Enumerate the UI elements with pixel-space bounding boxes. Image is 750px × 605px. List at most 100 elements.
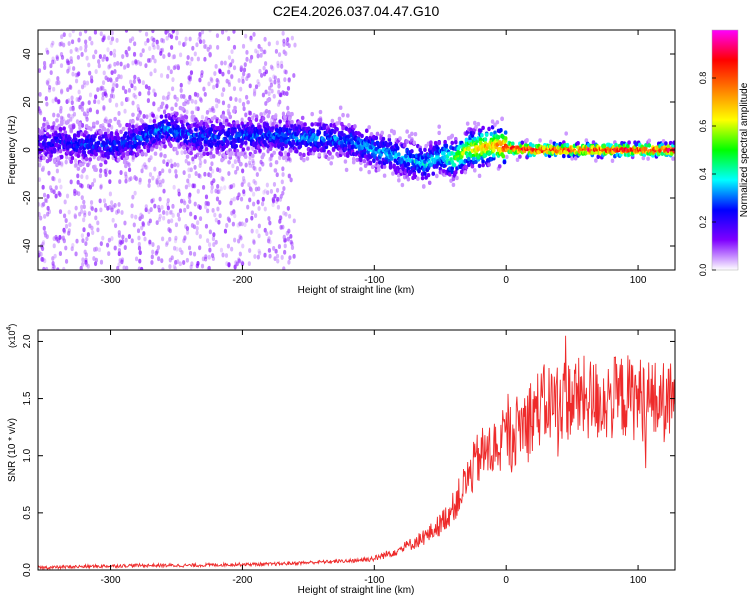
spectrogram-noise-cell [90,182,95,187]
snr-frame [37,329,676,571]
spectrogram-noise-cell [229,200,233,206]
spectrogram-noise-cell [188,250,193,256]
spectrogram-noise-cell [287,78,291,84]
spectrogram-noise-cell [168,228,172,234]
spectrogram-ridge-cell [343,146,348,152]
spectrogram-noise-cell [140,266,144,270]
spectrogram-noise-cell [180,150,184,156]
spectrogram-noise-cell [86,263,90,269]
spectrogram-ridge-cell [454,140,458,145]
spectrogram-noise-cell [220,175,224,181]
spectrogram-ridge-cell [584,138,589,143]
spectrogram-noise-cell [77,89,81,95]
spectrogram-ridge-cell [641,155,646,161]
spectrogram-noise-cell [233,264,237,270]
spectrogram-ridge-cell [140,151,145,156]
spectrogram-noise-cell [112,81,117,86]
spectrogram-ridge-cell [124,163,128,169]
spectrogram-noise-cell [208,44,212,50]
snr-y-tick-label: 0.5 [22,505,33,519]
spectrogram-noise-cell [191,156,195,162]
spectrogram-noise-cell [263,188,267,194]
spectrogram-noise-cell [221,71,225,77]
spectrogram-noise-cell [193,51,197,57]
spectrogram-ridge-cell [163,153,167,159]
spectrogram-noise-cell [42,60,47,66]
spectrogram-noise-cell [113,245,117,251]
spectrogram-noise-cell [270,88,274,94]
spectrogram-noise-cell [208,229,212,235]
spectrogram-noise-cell [93,247,97,252]
spectrogram-ridge-cell [355,150,360,155]
spectrogram-ridge-cell [573,156,578,161]
spectrogram-ridge-cell [74,163,78,168]
spectrogram-ridge-cell [173,146,178,152]
spectrogram-ridge-cell [376,167,381,172]
spectrogram-noise-cell [48,84,52,90]
spectrogram-ridge-cell [565,142,570,148]
spectrogram-ridge-cell [109,131,114,136]
spectrogram-noise-cell [71,30,75,34]
spectrogram-noise-cell [185,109,189,115]
spectrogram-noise-cell [172,184,176,190]
spectrogram-ridge-cell [305,156,310,161]
spectrogram-noise-cell [49,63,53,69]
spectrogram-noise-cell [152,37,156,43]
spectrogram-noise-cell [284,69,288,75]
spectrogram-noise-cell [221,110,225,116]
spectrogram-noise-cell [145,114,149,120]
spectrogram-ridge-cell [59,121,64,126]
spectrogram-noise-cell [287,173,291,179]
spectrogram-noise-cell [267,247,272,253]
spectrogram-ridge-cell [672,140,675,145]
spectrogram-noise-cell [277,244,282,249]
spectrogram-ridge-cell [531,143,535,148]
spectrogram-noise-cell [209,166,213,172]
spectrogram-noise-cell [84,259,88,265]
spectrogram-noise-cell [211,207,215,213]
spectrogram-noise-cell [282,38,286,44]
spectrogram-noise-cell [130,203,134,209]
spectrogram-noise-cell [84,47,88,53]
spectrogram-ridge-cell [135,152,140,157]
spectrogram-noise-cell [81,262,85,267]
spectrogram-ridge-cell [426,172,431,178]
spectrogram-noise-cell [136,76,141,82]
spectrogram-noise-cell [103,88,107,94]
spectrogram-noise-cell [252,165,256,171]
spectrogram-ridge-cell [246,146,250,151]
spectrogram-ridge-cell [481,125,485,131]
spectrogram-noise-cell [98,54,102,59]
spectrogram-noise-cell [174,173,178,179]
spectrogram-noise-cell [105,56,109,62]
spectrogram-ridge-cell [474,124,478,130]
spectrogram-noise-cell [123,64,127,70]
spectrogram-noise-cell [214,217,218,223]
spectrogram-noise-cell [277,80,281,86]
spectrogram-ridge-cell [463,170,468,175]
spectrogram-noise-cell [204,44,208,49]
spectrogram-noise-cell [141,48,145,53]
spectrogram-noise-cell [250,215,254,221]
spectrogram-noise-cell [184,98,188,104]
spectrogram-ridge-cell [205,124,210,129]
spectrogram-noise-cell [268,220,272,226]
spectrogram-ridge-cell [454,136,458,142]
spectrogram-noise-cell [129,176,133,182]
spectrogram-noise-cell [82,80,87,86]
snr-y-multiplier: (x104) [6,324,17,348]
spectrogram-noise-cell [118,179,122,185]
spectrogram-noise-cell [110,236,114,241]
spectrogram-noise-cell [238,251,242,257]
spectrogram-noise-cell [133,74,137,80]
spectrogram-ridge-cell [86,162,90,168]
spectrogram-noise-cell [266,238,271,244]
spectrogram-noise-cell [138,250,142,256]
spectrogram-noise-cell [58,41,62,47]
spectrogram-ridge-cell [145,135,149,140]
spectrogram-noise-cell [107,64,111,70]
spectrogram-noise-cell [84,30,88,34]
spectrogram-ridge-cell [160,101,165,106]
spectrogram-noise-cell [56,267,60,270]
spectrogram-noise-cell [109,77,113,83]
